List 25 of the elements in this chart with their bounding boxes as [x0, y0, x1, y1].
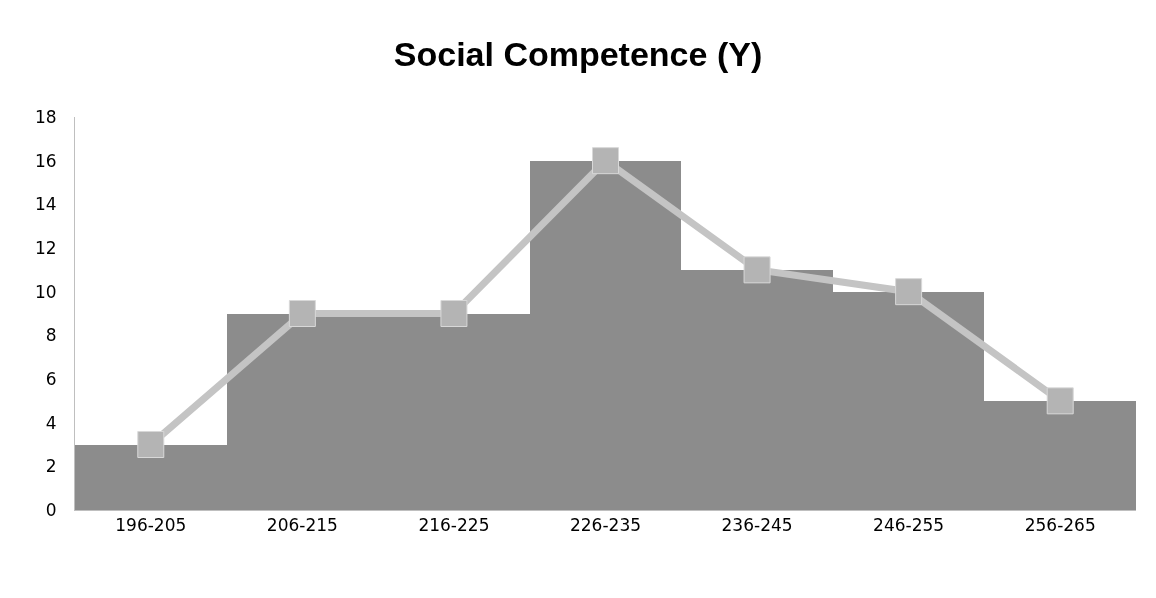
chart-title: Social Competence (Y): [393, 34, 763, 73]
y-tick-label: 4: [45, 412, 57, 433]
point: [288, 300, 316, 327]
point: [592, 147, 619, 175]
point: [137, 431, 165, 458]
point: [440, 300, 468, 327]
x-tick-label: 226-235: [569, 515, 642, 536]
y-tick-label: 16: [34, 150, 57, 171]
y-tick-label: 10: [34, 281, 57, 302]
x-tick-label: 256-265: [1024, 515, 1096, 536]
y-tick-label: 12: [34, 237, 57, 258]
point: [895, 278, 923, 306]
y-tick-label: 18: [34, 106, 57, 127]
y-tick-label: 2: [45, 456, 57, 477]
y-tick-label: 8: [45, 325, 57, 346]
x-tick-label: 246-255: [873, 515, 945, 536]
y-tick-label: 0: [45, 499, 57, 520]
point: [1046, 387, 1074, 415]
point: [743, 256, 771, 284]
x-tick-label: 236-245: [721, 515, 793, 536]
y-tick-label: 6: [45, 368, 57, 389]
x-tick-label: 196-205: [115, 515, 187, 536]
x-tick-label: 206-215: [266, 515, 338, 536]
x-tick-label: 216-225: [418, 515, 490, 536]
y-tick-label: 14: [34, 194, 57, 215]
